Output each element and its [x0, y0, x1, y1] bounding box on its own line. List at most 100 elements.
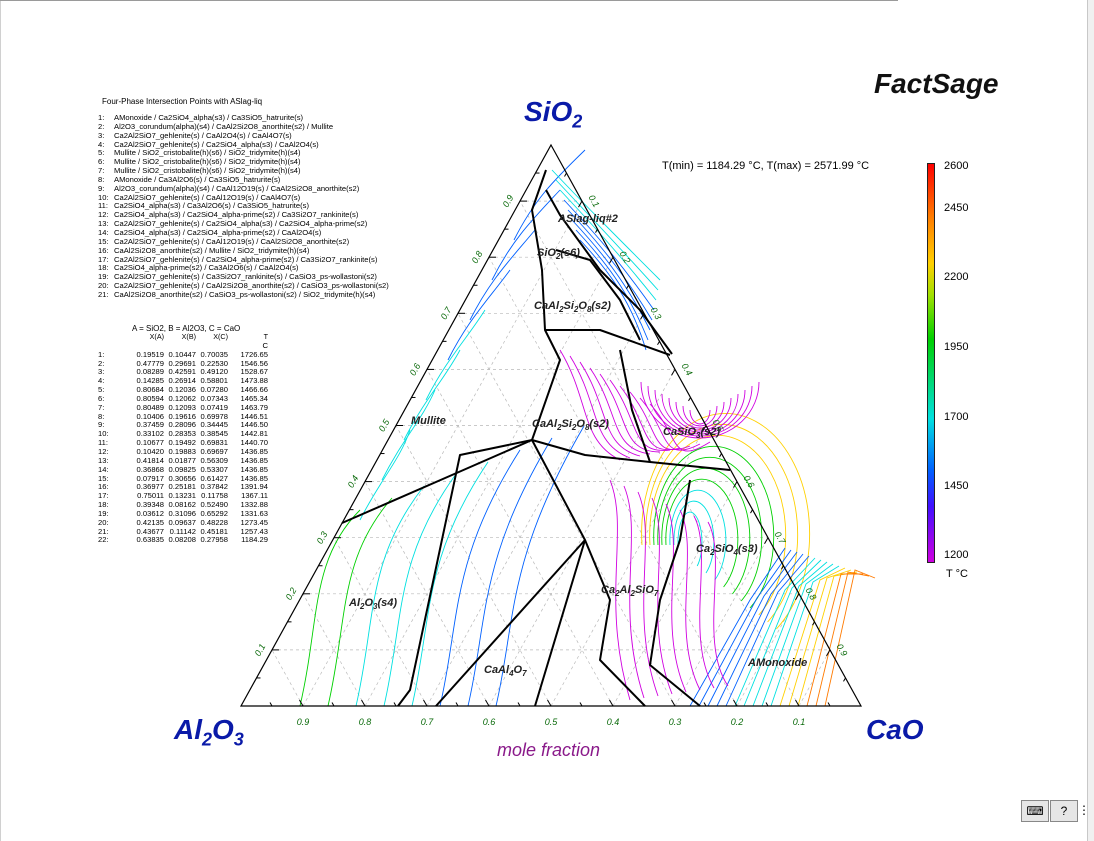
- axis-tick: [795, 593, 800, 601]
- table-cell: 1273.45: [240, 517, 268, 527]
- table-cell: 0.12062: [168, 393, 196, 403]
- isotherm: [824, 569, 876, 707]
- table-row: 10: 0.33102 0.28353 0.38545 1442.81: [98, 429, 268, 439]
- left-tick-label: 0.8: [470, 249, 485, 265]
- table-col-header: X(A): [149, 332, 164, 341]
- list-item: 14: Ca2SiO4_alpha(s3) / Ca2SiO4_alpha-pri…: [98, 228, 389, 238]
- grid-line: [271, 649, 304, 707]
- bottom-tick-label: 0.3: [669, 717, 682, 727]
- left-tick-label: 0.1: [253, 642, 268, 658]
- list-item-text: Al2O3_corundum(alpha)(s4) / CaAl12O19(s)…: [114, 183, 360, 193]
- grid-line: [457, 313, 676, 707]
- table-header-row: X(A) X(B) X(C) T: [98, 332, 268, 342]
- list-item-number: 5:: [98, 148, 105, 158]
- isotherm: [657, 456, 763, 602]
- table-col-header: X(C): [213, 332, 228, 341]
- temperature-range: T(min) = 1184.29 °C, T(max) = 2571.99 °C: [662, 160, 870, 172]
- colorbar-tick-label: 2200: [944, 271, 969, 283]
- table-cell: 1446.51: [240, 411, 268, 421]
- isotherm: [698, 549, 792, 707]
- list-item: 12: Ca2SiO4_alpha(s3) / Ca2SiO4_alpha-pri…: [98, 210, 389, 220]
- phase-label-al2o3: Al2O3(s4): [349, 597, 398, 612]
- list-item-number: 12:: [98, 210, 109, 220]
- isotherm: [599, 373, 661, 453]
- table-cell: 0.19492: [168, 438, 196, 448]
- table-cell: 0.10406: [136, 411, 164, 421]
- table-row: 8: 0.10406 0.19616 0.69978 1446.51: [98, 411, 268, 422]
- help-icon[interactable]: ?: [1050, 800, 1078, 822]
- list-item-number: 13:: [98, 219, 109, 229]
- table-row: 12: 0.10420 0.19883 0.69697 1436.85: [98, 447, 268, 457]
- table-cell: 0.07419: [200, 402, 228, 412]
- axis-tick: [579, 702, 583, 707]
- axis-tick: [671, 699, 676, 707]
- table-cell: 0.61427: [200, 473, 228, 483]
- table-cell: 0.80594: [136, 393, 164, 403]
- isotherm: [403, 349, 461, 441]
- table-cell: 0.11142: [169, 526, 196, 536]
- grid-line: [364, 257, 614, 707]
- axis-tick: [299, 699, 304, 707]
- bottom-tick-label: 0.2: [731, 717, 744, 727]
- right-tick-label: 0.3: [649, 305, 664, 321]
- list-item-number: 3:: [98, 130, 105, 140]
- table-row-number: 22:: [98, 535, 109, 545]
- list-item-number: 2:: [98, 121, 105, 131]
- table-cell: 0.33102: [136, 429, 164, 439]
- table-row-number: 1:: [98, 349, 105, 359]
- table-cell: 0.37459: [136, 420, 164, 430]
- isotherm: [651, 497, 673, 695]
- list-item-text: Ca2Al2SiO7_gehlenite(s) / Ca2SiO4_alpha-…: [114, 254, 378, 264]
- table-cell: 0.75011: [137, 491, 164, 501]
- temperature-colorbar: [927, 163, 935, 563]
- phase-label-mullite: Mullite: [411, 415, 446, 427]
- axis-tick: [269, 702, 273, 707]
- table-cell: 1442.81: [240, 429, 268, 439]
- isotherm: [569, 355, 631, 459]
- table-cell: 0.19616: [168, 411, 196, 421]
- table-cell: 0.53307: [200, 464, 228, 474]
- table-row-number: 16:: [98, 482, 109, 492]
- table-row-number: 3:: [98, 367, 105, 377]
- table-cell: 0.29691: [168, 358, 196, 368]
- table-row: 6: 0.80594 0.12062 0.07343 1465.34: [98, 393, 268, 404]
- list-item-text: AMonoxide / Ca2SiO4_alpha(s3) / Ca3SiO5_…: [114, 113, 304, 122]
- left-tick-label: 0.3: [315, 530, 330, 546]
- isotherm: [689, 547, 786, 707]
- table-cell: 1184.29: [241, 535, 268, 545]
- isotherm: [668, 397, 732, 431]
- axis-tick: [547, 699, 552, 707]
- list-item-text: AMonoxide / Ca3Al2O6(s) / Ca3SiO5_hatrur…: [114, 174, 281, 184]
- axis-tick: [795, 699, 800, 707]
- boundary-gehlenite-low: [584, 539, 646, 707]
- grid-line: [333, 537, 428, 707]
- phase-label-anorthite-top: CaAl2Si2O8(s2): [534, 300, 611, 315]
- table-row: 1: 0.19519 0.10447 0.70035 1726.65: [98, 349, 268, 360]
- list-item-text: Ca2SiO4_alpha(s3) / Ca3Al2O6(s) / Ca3SiO…: [114, 201, 309, 211]
- scrollbar[interactable]: [1087, 0, 1094, 841]
- more-icon[interactable]: ⋮: [1078, 803, 1090, 817]
- boundary-anorthite-lower: [531, 439, 586, 707]
- list-item-text: Mullite / SiO2_cristobalite(h)(s6) / SiO…: [114, 157, 301, 167]
- isotherm: [555, 179, 659, 291]
- list-item: 1: AMonoxide / Ca2SiO4_alpha(s3) / Ca3SiO…: [98, 113, 389, 123]
- table-cell: 1391.94: [240, 482, 268, 492]
- table-cell: 0.10447: [168, 349, 196, 359]
- table-cell: 0.08289: [136, 367, 164, 377]
- isotherm: [567, 209, 653, 321]
- table-cell: 0.28353: [168, 429, 196, 439]
- isotherm: [513, 149, 586, 241]
- isotherm: [609, 479, 631, 701]
- table-row: 4: 0.14285 0.26914 0.58801 1473.88: [98, 376, 268, 386]
- table-cell: 0.38545: [200, 429, 228, 439]
- bottom-tick-label: 0.8: [359, 717, 372, 727]
- keyboard-icon[interactable]: ⌨: [1021, 800, 1049, 822]
- table-row: 22: 0.63835 0.08208 0.27958 1184.29: [98, 536, 268, 545]
- table-row: 16: 0.36977 0.25181 0.37842 1391.94: [98, 482, 268, 492]
- table-cell: 0.65292: [200, 508, 228, 518]
- list-item-text: Ca2Al2SiO7_gehlenite(s) / CaAl2Si2O8_ano…: [114, 281, 389, 291]
- isotherm: [623, 485, 645, 699]
- axis-tick: [578, 200, 583, 208]
- table-row: 20: 0.42135 0.09637 0.48228 1273.45: [98, 517, 268, 528]
- isotherm: [654, 389, 746, 435]
